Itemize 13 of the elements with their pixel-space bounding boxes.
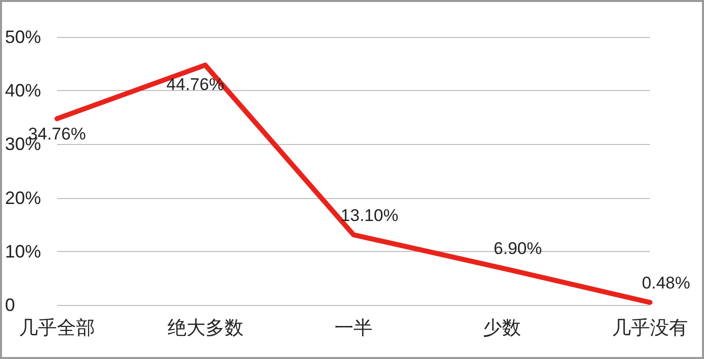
y-tick-label: 50%: [5, 27, 42, 47]
data-label: 6.90%: [494, 239, 542, 258]
data-label: 13.10%: [340, 206, 398, 225]
y-tick-label: 0: [5, 295, 16, 315]
x-tick-label: 几乎没有: [612, 318, 688, 339]
y-tick-label: 40%: [5, 80, 42, 101]
y-tick-label: 20%: [5, 188, 42, 208]
x-tick-label: 少数: [482, 318, 521, 339]
x-tick-label: 几乎全部: [19, 317, 95, 339]
data-label: 0.48%: [642, 273, 690, 292]
y-tick-label: 10%: [5, 241, 42, 262]
x-tick-label: 绝大多数: [167, 318, 244, 339]
x-tick-label: 一半: [334, 318, 372, 339]
